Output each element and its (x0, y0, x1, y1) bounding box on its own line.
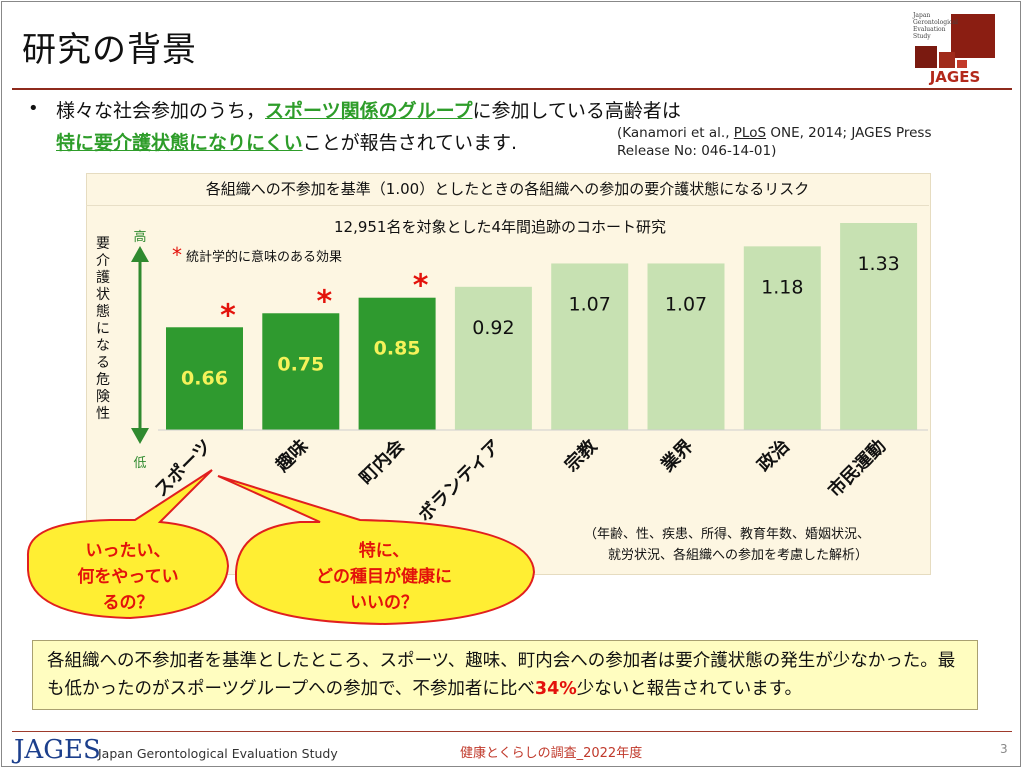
citation: (Kanamori et al., PLoS ONE, 2014; JAGES … (617, 124, 932, 160)
intro-line-2: 特に要介護状態になりにくいことが報告されています. (56, 128, 517, 155)
bubble-left-line-1: いったい、 (86, 541, 171, 561)
significance-star: * (413, 269, 429, 304)
bubble-right-line-1: 特に、 (359, 540, 410, 561)
callout-bubble-left (26, 469, 230, 620)
y-axis-label-char: 性 (96, 406, 110, 422)
bar-value-label: 1.33 (857, 253, 899, 275)
bar-6 (647, 263, 725, 430)
bar-7 (743, 246, 821, 430)
y-axis-arrow-up (131, 246, 149, 262)
category-label: 趣味 (271, 436, 312, 477)
bar-value-label: 1.07 (569, 293, 611, 315)
logo-small-text: Japan Gerontological Evaluation Study (913, 12, 958, 40)
footer-subtitle: Japan Gerontological Evaluation Study (98, 746, 338, 761)
bar-value-label: 1.18 (761, 276, 803, 298)
intro-highlight-sports: スポーツ関係のグループ (265, 100, 473, 122)
page-number: 3 (1000, 742, 1008, 756)
summary-percent: 34% (534, 679, 577, 699)
adjustment-note-1: （年齢、性、疾患、所得、教育年数、婚姻状況、 (584, 526, 870, 542)
y-axis-label-char: 態 (96, 304, 110, 320)
y-axis-label-char: 険 (96, 389, 110, 405)
jages-logo: JAGES Japan Gerontological Evaluation St… (913, 12, 997, 86)
y-axis-label-char: る (96, 355, 110, 371)
y-axis-arrow-down (131, 428, 149, 444)
category-label: 町内会 (355, 435, 409, 489)
summary-box: 各組織への不参加者を基準としたところ、スポーツ、趣味、町内会への参加者は要介護状… (32, 640, 978, 710)
bar-value-label: 0.85 (374, 338, 421, 360)
summary-text: 各組織への不参加者を基準としたところ、スポーツ、趣味、町内会への参加者は要介護状… (47, 651, 956, 699)
bar-value-label: 1.07 (665, 293, 707, 315)
intro-text: ことが報告されています. (302, 132, 518, 154)
intro-text: 様々な社会参加のうち， (56, 100, 266, 122)
y-axis-label-char: 要 (96, 236, 110, 252)
citation-journal: PLoS (733, 125, 767, 141)
bar-value-label: 0.92 (472, 317, 514, 339)
significance-star: * (316, 284, 332, 319)
chart-subtitle: 12,951名を対象とした4年間追跡のコホート研究 (334, 218, 666, 236)
bar-1 (166, 327, 243, 430)
bubble-right-line-2: どの種目が健康に (316, 566, 452, 587)
bubble-right-line-3: いいの？ (350, 593, 418, 613)
citation-text: (Kanamori et al., (617, 125, 734, 141)
citation-text: ONE, 2014; JAGES Press (766, 125, 932, 141)
intro-highlight-care: 特に要介護状態になりにくい (56, 132, 303, 154)
page-title: 研究の背景 (22, 30, 197, 70)
adjustment-note-2: 就労状況、各組織への参加を考慮した解析） (608, 547, 868, 563)
footer-logo: JAGES (14, 735, 101, 765)
bar-3 (358, 297, 436, 430)
y-axis-label-char: に (96, 321, 110, 337)
y-axis-label-char: な (96, 338, 110, 354)
y-axis-label-char: 危 (96, 372, 110, 388)
y-axis-label-char: 状 (96, 287, 110, 303)
logo-brand-text: JAGES (929, 68, 981, 86)
bullet-marker: • (28, 98, 39, 119)
intro-line-1: 様々な社会参加のうち，スポーツ関係のグループに参加している高齢者は (56, 96, 681, 123)
intro-text: に参加している高齢者は (472, 100, 681, 122)
bar-4 (454, 286, 532, 430)
bar-5 (551, 263, 629, 430)
bubble-left-line-3: るの？ (103, 593, 154, 613)
chart-title: 各組織への不参加を基準（1.00）としたときの各組織への参加の要介護状態になるリ… (86, 173, 929, 206)
bar-value-label: 0.66 (181, 367, 228, 389)
summary-text-end: 少ないと報告されています。 (576, 679, 803, 699)
significance-star-legend: * (172, 243, 182, 267)
significance-star: * (220, 298, 236, 333)
category-label: 市民運動 (824, 435, 890, 501)
category-label: ボランティア (414, 436, 504, 526)
category-label: 業界 (656, 435, 698, 477)
y-axis-low: 低 (133, 456, 146, 471)
category-label: 宗教 (560, 434, 602, 476)
footer-survey-name: 健康とくらしの調査_2022年度 (460, 746, 643, 761)
citation-text: Release No: 046-14-01) (617, 143, 777, 159)
risk-bar-chart: 12,951名を対象とした4年間追跡のコホート研究 * 統計学的に意味のある効果… (26, 218, 928, 626)
bubble-left-line-2: 何をやってい (77, 566, 178, 587)
bar-8 (840, 223, 918, 430)
significance-note: 統計学的に意味のある効果 (186, 249, 342, 265)
y-axis-label-char: 介 (96, 253, 110, 269)
category-label: 政治 (753, 435, 794, 476)
title-divider (12, 88, 1012, 90)
footer-divider (12, 731, 1012, 732)
y-axis-high: 高 (133, 229, 146, 245)
y-axis-label-char: 護 (96, 270, 110, 286)
bar-2 (262, 313, 340, 430)
callout-bubble-right (217, 475, 536, 626)
bar-value-label: 0.75 (277, 353, 324, 375)
